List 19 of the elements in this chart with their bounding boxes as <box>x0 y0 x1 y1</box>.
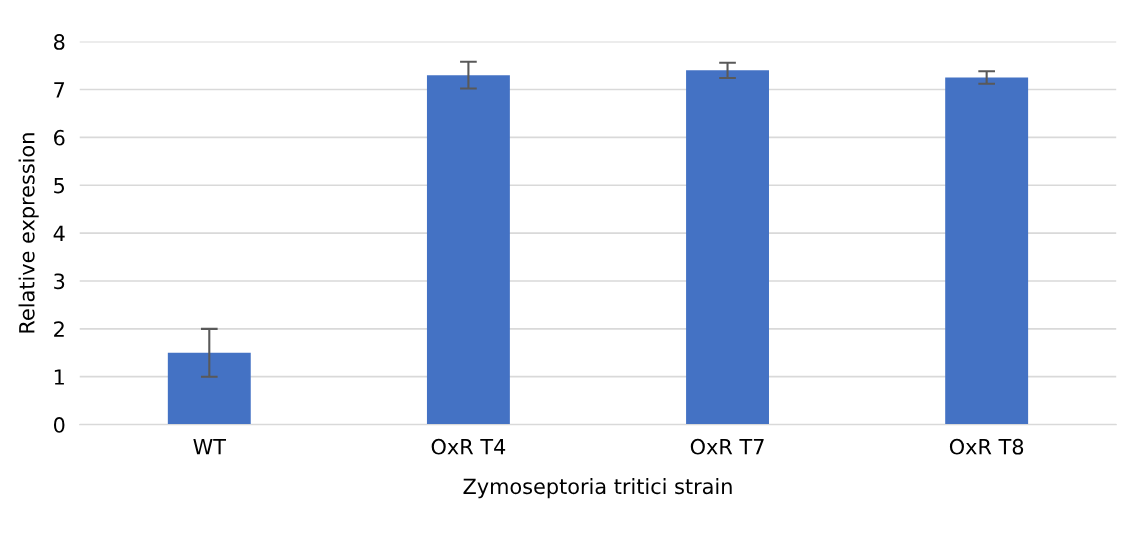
y-tick-label: 2 <box>54 321 64 337</box>
y-tick-label: 6 <box>54 129 65 146</box>
bar <box>945 77 1029 425</box>
x-tick-label: WT <box>193 439 227 455</box>
y-tick-label: 3 <box>54 273 65 290</box>
x-axis-title: Zymoseptoria tritici strain <box>463 478 732 499</box>
x-tick-label: OxR T7 <box>690 438 764 455</box>
y-tick-label: 5 <box>54 177 65 194</box>
y-tick-label: 1 <box>54 369 64 385</box>
y-tick-label: 7 <box>54 82 65 98</box>
bar <box>686 70 769 425</box>
x-tick-label: OxR T8 <box>949 438 1024 455</box>
x-tick-label: OxR T4 <box>431 438 506 455</box>
y-tick-label: 8 <box>54 34 65 50</box>
bar <box>167 352 251 425</box>
y-tick-label: 0 <box>53 417 65 433</box>
y-tick-label: 4 <box>53 225 65 242</box>
y-axis-title: Relative expression <box>18 133 39 333</box>
bar <box>426 75 510 425</box>
